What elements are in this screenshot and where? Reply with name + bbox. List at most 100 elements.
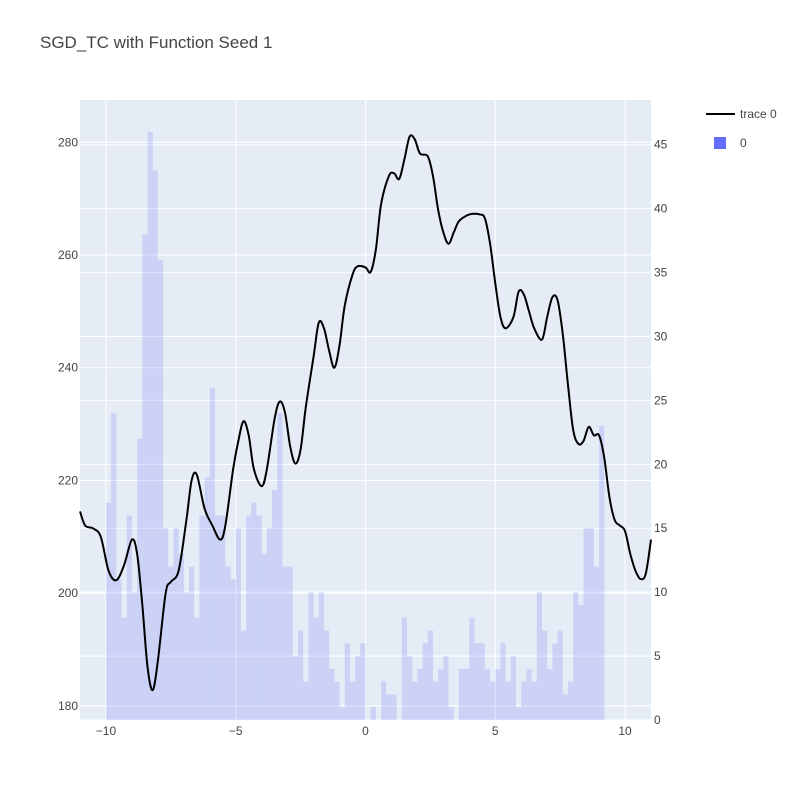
histogram-bar — [183, 592, 190, 720]
histogram-bar — [417, 668, 423, 720]
chart-title: SGD_TC with Function Seed 1 — [40, 33, 273, 52]
histogram-bar — [199, 515, 205, 720]
histogram-bar — [256, 515, 262, 720]
histogram-bar — [323, 630, 330, 720]
histogram-bar — [407, 656, 413, 720]
histogram-bar — [427, 630, 433, 720]
histogram-bar — [443, 656, 449, 720]
histogram-bar — [557, 630, 563, 720]
y-right-tick-label: 10 — [654, 585, 668, 599]
y-left-tick-label: 280 — [58, 135, 78, 149]
histogram-bar — [344, 643, 350, 720]
histogram-bar — [142, 234, 148, 720]
histogram-bar — [189, 566, 195, 720]
histogram-bar — [484, 668, 491, 720]
histogram-bar — [220, 515, 226, 720]
histogram-bar — [225, 566, 231, 720]
y-right-tick-label: 35 — [654, 266, 668, 280]
histogram-bar — [349, 681, 356, 720]
y-left-tick-label: 220 — [58, 473, 78, 487]
histogram-bar — [474, 643, 480, 720]
y-axis-right-ticks: 0 5 10 15 20 25 30 35 40 45 — [654, 138, 668, 727]
grid-lines — [80, 100, 651, 721]
histogram-bar — [505, 681, 511, 720]
histogram-bar — [432, 681, 439, 720]
legend[interactable]: trace 0 0 — [706, 107, 777, 150]
histogram-bar — [298, 630, 304, 720]
histogram-bar — [541, 630, 548, 720]
histogram-bar — [391, 694, 397, 720]
histogram-bar — [500, 643, 506, 720]
histogram-bar — [526, 668, 532, 720]
histogram-bar — [313, 617, 319, 720]
histogram-bar — [562, 694, 568, 720]
histogram-bar — [536, 592, 542, 720]
y-right-tick-label: 5 — [654, 649, 661, 663]
y-left-tick-label: 260 — [58, 248, 78, 262]
histogram-bar — [131, 592, 138, 720]
histogram-bar — [194, 617, 200, 720]
legend-label-trace[interactable]: trace 0 — [740, 107, 777, 121]
legend-label-histogram[interactable]: 0 — [740, 136, 747, 150]
histogram-bar — [573, 592, 579, 720]
histogram-bar — [318, 592, 324, 720]
histogram-bar — [469, 617, 475, 720]
histogram-bar — [567, 681, 574, 720]
y-right-tick-label: 45 — [654, 138, 668, 152]
y-right-tick-label: 15 — [654, 521, 668, 535]
histogram-bar — [266, 528, 273, 720]
histogram-bar — [173, 528, 179, 720]
histogram-bar — [152, 170, 158, 721]
x-axis-ticks: −10 −5 0 5 10 — [96, 724, 632, 738]
histogram-bar — [583, 528, 589, 720]
histogram-bar — [360, 643, 366, 720]
x-tick-label: 0 — [362, 724, 369, 738]
histogram-bar — [401, 617, 408, 720]
y-right-tick-label: 40 — [654, 202, 668, 216]
histogram-bars — [105, 131, 605, 721]
histogram-bar — [121, 617, 127, 720]
x-tick-label: 5 — [492, 724, 499, 738]
legend-bar-swatch — [714, 137, 726, 149]
histogram-bar — [282, 566, 288, 720]
histogram-bar — [339, 707, 345, 720]
histogram-bar — [116, 579, 122, 720]
histogram-bar — [303, 681, 309, 720]
histogram-bar — [438, 668, 444, 720]
trace-line — [79, 134, 652, 692]
histogram-bar — [370, 707, 376, 720]
histogram-bar — [464, 668, 470, 720]
y-left-tick-label: 240 — [58, 361, 78, 375]
histogram-bar — [593, 566, 600, 720]
histogram-bar — [531, 681, 537, 720]
histogram-bar — [261, 553, 267, 720]
histogram-bar — [240, 630, 247, 720]
y-left-tick-label: 200 — [58, 586, 78, 600]
histogram-bar — [246, 515, 252, 720]
histogram-bar — [147, 131, 153, 721]
histogram-bar — [516, 707, 522, 720]
histogram-bar — [204, 477, 210, 720]
histogram-bar — [277, 413, 283, 720]
x-tick-label: −5 — [229, 724, 243, 738]
y-right-tick-label: 30 — [654, 329, 668, 343]
histogram-bar — [272, 489, 278, 720]
histogram-bar — [287, 566, 293, 720]
histogram-bar — [547, 668, 553, 720]
x-tick-label: 10 — [618, 724, 632, 738]
histogram-bar — [329, 668, 335, 720]
histogram-bar — [126, 515, 132, 720]
histogram-bar — [178, 553, 184, 720]
histogram-bar — [448, 707, 454, 720]
histogram-bar — [111, 413, 117, 720]
histogram-bar — [334, 681, 340, 720]
histogram-bar — [168, 566, 174, 720]
histogram-bar — [495, 668, 501, 720]
histogram-bar — [230, 579, 236, 720]
histogram-bar — [578, 604, 584, 720]
histogram-bar — [105, 502, 112, 720]
histogram-bar — [381, 681, 387, 720]
histogram-bar — [458, 668, 465, 720]
histogram-bar — [308, 592, 314, 720]
